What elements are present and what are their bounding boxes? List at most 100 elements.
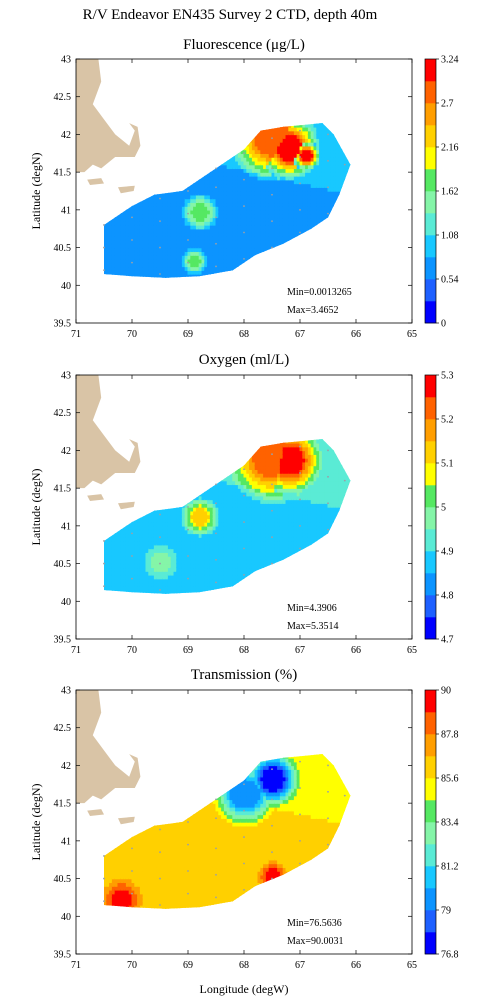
contour-cell <box>207 179 212 185</box>
contour-cell <box>156 224 161 230</box>
contour-cell <box>321 205 326 211</box>
contour-cell <box>131 209 136 215</box>
contour-cell <box>111 532 116 538</box>
contour-cell <box>319 123 324 124</box>
contour-cell <box>302 179 307 185</box>
contour-cell <box>151 585 156 591</box>
contour-cell <box>195 258 200 264</box>
contour-cell <box>327 141 332 147</box>
contour-cell <box>246 167 251 173</box>
contour-cell <box>229 198 234 204</box>
colorbar-segment <box>425 169 436 192</box>
contour-cell <box>288 235 293 241</box>
contour-cell <box>279 175 284 181</box>
contour-cell <box>335 156 340 162</box>
contour-cell <box>221 254 226 260</box>
contour-cell <box>212 182 217 188</box>
contour-cell <box>310 224 315 230</box>
contour-cell <box>204 247 209 253</box>
contour-cell <box>344 164 349 170</box>
contour-cell <box>235 194 240 200</box>
station-marker <box>299 231 301 234</box>
contour-cell <box>313 149 318 154</box>
x-tick-label: 66 <box>351 329 361 340</box>
contour-cell <box>307 194 312 200</box>
contour-cell <box>229 247 234 253</box>
contour-cell <box>226 198 231 204</box>
contour-cell <box>285 224 290 230</box>
contour-cell <box>187 258 192 264</box>
contour-cell <box>316 186 321 192</box>
contour-cell <box>274 167 279 173</box>
contour-cell <box>145 521 150 527</box>
contour-cell <box>321 171 326 177</box>
contour-cell <box>114 247 119 253</box>
contour-cell <box>218 213 223 219</box>
contour-cell <box>142 517 147 523</box>
contour-cell <box>347 160 351 166</box>
contour-cell <box>151 247 156 253</box>
contour-cell <box>223 216 228 222</box>
contour-cell <box>162 198 167 204</box>
contour-cell <box>268 220 273 226</box>
contour-cell <box>271 130 276 136</box>
contour-cell <box>134 250 139 256</box>
contour-cell <box>125 544 130 550</box>
contour-cell <box>134 566 139 572</box>
contour-cell <box>288 145 293 151</box>
station-marker <box>187 239 189 241</box>
contour-cell <box>223 258 228 264</box>
contour-cell <box>324 133 329 139</box>
contour-cell <box>299 171 304 177</box>
colorbar-segment <box>425 191 436 214</box>
contour-cell <box>151 213 156 219</box>
contour-cell <box>268 239 273 245</box>
contour-cell <box>114 262 119 268</box>
contour-cell <box>131 547 136 553</box>
contour-cell <box>114 544 119 550</box>
contour-cell <box>237 231 242 237</box>
contour-cell <box>232 186 237 192</box>
contour-cell <box>288 194 293 200</box>
contour-cell <box>145 589 150 594</box>
contour-cell <box>240 182 245 188</box>
contour-cell <box>333 145 338 151</box>
contour-cell <box>106 262 111 268</box>
contour-cell <box>125 228 130 234</box>
contour-cell <box>226 205 231 211</box>
contour-cell <box>237 186 242 192</box>
contour-cell <box>302 205 307 211</box>
contour-cell <box>251 239 256 245</box>
contour-cell <box>123 250 128 256</box>
contour-cell <box>232 213 237 219</box>
contour-cell <box>193 201 198 207</box>
contour-cell <box>104 269 108 275</box>
contour-cell <box>246 179 251 185</box>
contour-cell <box>302 171 307 177</box>
station-marker <box>187 190 189 192</box>
contour-cell <box>145 254 150 260</box>
contour-cell <box>243 228 248 234</box>
contour-cell <box>137 574 142 580</box>
contour-cell <box>201 213 206 219</box>
contour-cell <box>218 182 223 188</box>
contour-cell <box>237 213 242 219</box>
contour-cell <box>218 190 223 196</box>
contour-cell <box>120 574 125 580</box>
contour-cell <box>148 254 153 260</box>
contour-cell <box>310 209 315 215</box>
contour-cell <box>151 235 156 241</box>
contour-cell <box>167 262 172 268</box>
contour-cell <box>265 231 270 237</box>
contour-cell <box>319 198 324 204</box>
contour-cell <box>176 239 181 245</box>
contour-cell <box>274 164 279 170</box>
contour-cell <box>274 228 279 234</box>
contour-cell <box>271 179 276 185</box>
contour-cell <box>243 194 248 200</box>
contour-cell <box>223 190 228 196</box>
contour-cell <box>142 589 147 594</box>
contour-cell <box>279 239 284 245</box>
contour-cell <box>240 175 245 181</box>
contour-cell <box>207 216 212 222</box>
